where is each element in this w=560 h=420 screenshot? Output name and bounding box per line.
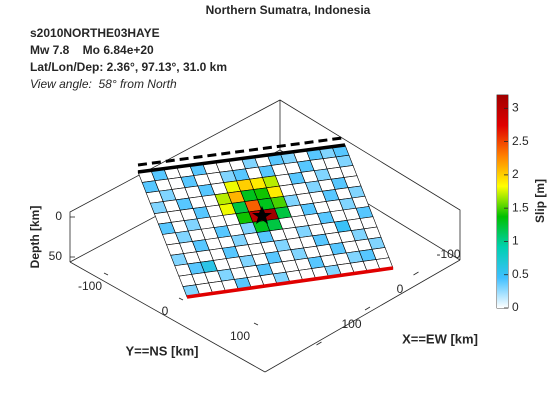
surface-trace	[137, 136, 343, 167]
event-id: s2010NORTHE03HAYE	[30, 26, 160, 40]
chart-title: Northern Sumatra, Indonesia	[206, 3, 371, 17]
colorbar-tick-label: 0	[512, 300, 519, 314]
view-angle: View angle: 58° from North	[30, 77, 177, 91]
z-tick-label: 0	[55, 209, 62, 223]
fault-bottom-edge	[186, 266, 394, 299]
y-tick-label: 0	[162, 304, 169, 318]
colorbar	[497, 95, 508, 308]
location: Lat/Lon/Dep: 2.36°, 97.13°, 31.0 km	[30, 60, 227, 74]
x-tick	[413, 271, 419, 276]
y-axis-label: Y==NS [km]	[126, 343, 199, 358]
x-tick-label: 0	[397, 282, 404, 296]
y-tick-label: 100	[230, 329, 250, 343]
colorbar-tick-label: 2	[512, 167, 519, 181]
x-axis-line	[264, 259, 461, 373]
axes-box	[69, 99, 461, 373]
y-tick-label: -100	[78, 279, 102, 293]
y-tick	[178, 297, 184, 301]
colorbar-tick-label: 3	[512, 100, 519, 114]
x-tick	[364, 306, 371, 311]
y-tick	[103, 272, 109, 276]
colorbar-label: Slip [m]	[533, 179, 547, 223]
colorbar-tick-label: 2.5	[512, 134, 529, 148]
y-axis-line	[69, 261, 266, 373]
magnitude: Mw 7.8 Mo 6.84e+20	[30, 43, 154, 57]
fault-plane	[137, 144, 394, 298]
colorbar-tick-label: 1.5	[512, 200, 529, 214]
x-tick	[316, 341, 322, 346]
fault-top-edge	[137, 143, 346, 174]
y-tick	[253, 322, 259, 326]
colorbar-tick-label: 0.5	[512, 267, 529, 281]
x-tick-label: 100	[341, 317, 361, 331]
hypocenter	[252, 206, 272, 224]
z-axis-label: Depth [km]	[28, 206, 42, 269]
x-tick-label: -100	[436, 247, 460, 261]
z-tick-label: 50	[49, 249, 63, 263]
colorbar-tick-label: 1	[512, 234, 519, 248]
x-axis-label: X==EW [km]	[402, 331, 478, 346]
